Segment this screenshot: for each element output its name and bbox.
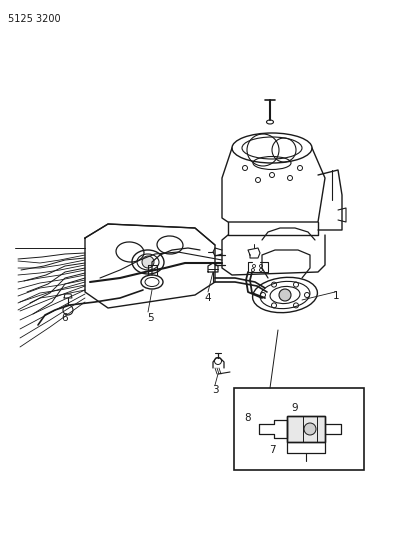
Bar xyxy=(287,416,325,442)
Text: 4: 4 xyxy=(205,293,211,303)
Text: 6: 6 xyxy=(62,313,68,323)
Circle shape xyxy=(142,256,154,268)
Text: 8: 8 xyxy=(245,413,251,423)
Bar xyxy=(234,388,364,470)
Text: 7: 7 xyxy=(269,445,275,455)
Text: 5: 5 xyxy=(147,313,153,323)
Text: 5125 3200: 5125 3200 xyxy=(8,14,61,24)
Circle shape xyxy=(304,423,316,435)
Text: 9: 9 xyxy=(292,403,298,413)
Text: 1: 1 xyxy=(333,291,339,301)
Bar xyxy=(287,416,325,442)
Text: 3: 3 xyxy=(212,385,218,395)
Circle shape xyxy=(279,289,291,301)
